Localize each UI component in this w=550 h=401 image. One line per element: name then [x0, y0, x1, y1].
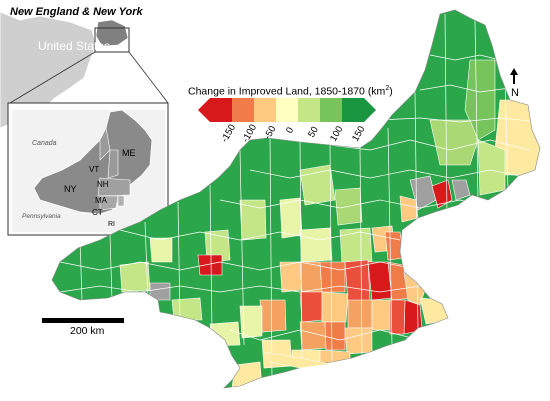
- inset-country-label: United States: [38, 39, 110, 53]
- legend-unit-close: ): [389, 85, 393, 98]
- legend-title: Change in Improved Land, 1850-1870 (km2): [188, 85, 393, 98]
- state-label-ri: RI: [108, 221, 115, 228]
- state-label-me: ME: [122, 148, 136, 158]
- choropleth-counties: [51, 9, 541, 389]
- inset-canada-label: Canada: [32, 140, 57, 147]
- scale-bar-label: 200 km: [70, 325, 105, 337]
- inset-title: New England & New York: [10, 6, 143, 18]
- state-label-ny: NY: [64, 184, 77, 194]
- north-arrow-icon: N: [510, 68, 519, 99]
- state-label-nh: NH: [97, 180, 109, 189]
- scale-bar: [42, 318, 124, 323]
- state-label-vt: VT: [89, 165, 99, 174]
- state-label-ma: MA: [95, 196, 108, 205]
- legend-tick-label: 100: [328, 124, 345, 143]
- legend-colorbar: -150 -100 -50 0 50 100 150: [198, 98, 376, 145]
- inset-pennsylvania-label: Pennsylvania: [22, 213, 61, 220]
- legend-tick-label: 0: [284, 125, 296, 135]
- legend-tick-label: -150: [219, 123, 238, 145]
- legend-title-text: Change in Improved Land, 1850-1870: [188, 85, 365, 98]
- legend-tick-label: 50: [306, 125, 321, 140]
- legend-unit: (km: [367, 85, 386, 98]
- legend-unit-sup: 2: [385, 85, 390, 92]
- legend-tick-label: 150: [350, 124, 367, 143]
- inset-zoom-map: Canada Pennsylvania ME VT NH NY MA CT RI: [7, 102, 169, 236]
- state-label-ct: CT: [92, 208, 103, 217]
- inset-locator-map: United States: [0, 11, 169, 129]
- north-label: N: [511, 87, 519, 99]
